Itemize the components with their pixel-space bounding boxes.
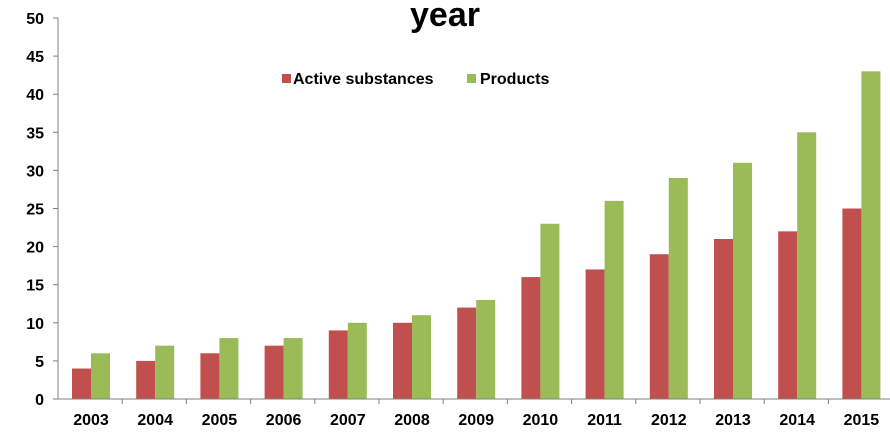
x-tick-label: 2008	[394, 412, 430, 429]
bar-active-substances-2011	[585, 269, 605, 399]
bar-active-substances-2005	[200, 353, 220, 399]
x-tick-label: 2006	[266, 412, 302, 429]
y-tick-label: 0	[35, 392, 44, 409]
x-axis: 2003 2004 2005 2006 2007 2008 2009 2010 2011 2012…	[73, 399, 879, 429]
bar-active-substances-2007	[328, 330, 348, 399]
bar-active-substances-2013	[714, 238, 733, 399]
bars-group	[72, 71, 881, 400]
bar-products-2015	[861, 71, 881, 399]
bar-products-2011	[604, 200, 624, 399]
bar-active-substances-2003	[72, 368, 91, 399]
x-tick-label: 2013	[715, 412, 751, 429]
y-tick-label: 15	[26, 278, 44, 295]
x-tick-label: 2004	[137, 412, 173, 429]
bar-products-2005	[219, 338, 239, 399]
x-tick-label: 2014	[779, 412, 815, 429]
y-tick-label: 5	[35, 354, 44, 371]
y-tick-label: 40	[26, 87, 44, 104]
legend-swatch-products	[467, 74, 476, 83]
y-axis: 0 5 10 15 20 25 30 35 40 45 50	[26, 11, 58, 409]
y-tick-label: 30	[26, 163, 44, 180]
x-tick-label: 2011	[587, 412, 622, 429]
legend: Active substances Products	[282, 71, 549, 88]
bar-active-substances-2014	[778, 231, 798, 399]
legend-label-products: Products	[480, 71, 549, 88]
bar-active-substances-2006	[264, 345, 284, 399]
bar-active-substances-2012	[649, 254, 669, 399]
y-tick-label: 10	[26, 316, 44, 333]
x-tick-label: 2007	[330, 412, 366, 429]
bar-products-2007	[347, 322, 367, 399]
legend-label-active-substances: Active substances	[293, 71, 434, 88]
y-tick-label: 25	[26, 202, 44, 219]
bar-products-2004	[155, 345, 175, 399]
y-tick-label: 35	[26, 125, 44, 142]
bar-products-2008	[412, 315, 431, 399]
x-tick-label: 2010	[523, 412, 559, 429]
bar-active-substances-2015	[842, 208, 862, 399]
bar-products-2009	[476, 299, 496, 399]
x-tick-label: 2015	[844, 412, 880, 429]
chart-title: year	[410, 0, 480, 34]
x-tick-label: 2009	[458, 412, 494, 429]
bar-active-substances-2009	[457, 307, 477, 399]
bar-products-2003	[91, 353, 110, 399]
bar-products-2014	[797, 132, 817, 400]
y-tick-label: 45	[26, 49, 44, 66]
bar-active-substances-2008	[393, 322, 412, 399]
bar-active-substances-2010	[521, 277, 541, 399]
y-tick-label: 50	[26, 11, 44, 28]
bar-products-2006	[283, 338, 303, 399]
x-tick-label: 2005	[202, 412, 238, 429]
bar-products-2010	[540, 223, 560, 399]
bar-products-2013	[733, 162, 752, 399]
bar-products-2012	[668, 178, 688, 399]
y-tick-label: 20	[26, 240, 44, 257]
bar-active-substances-2004	[136, 360, 156, 399]
x-tick-label: 2003	[73, 412, 109, 429]
legend-swatch-active-substances	[282, 74, 291, 83]
x-tick-label: 2012	[651, 412, 687, 429]
